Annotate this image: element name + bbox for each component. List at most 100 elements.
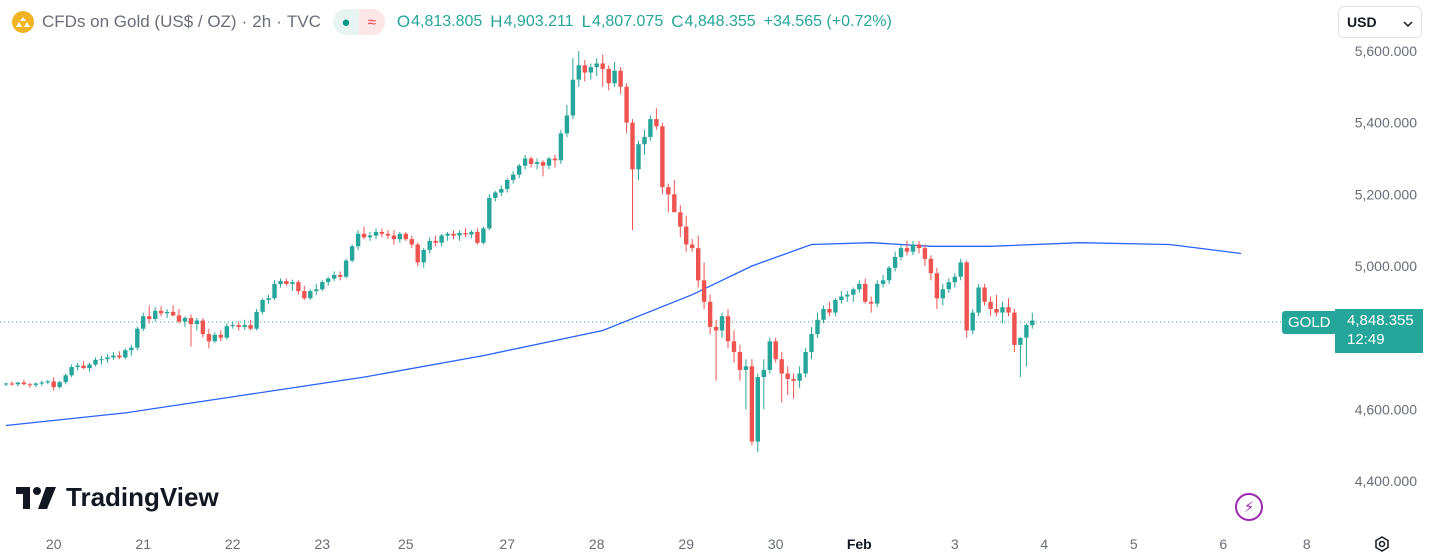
- candle-body: [206, 334, 212, 342]
- candle: [791, 373, 796, 399]
- candle-body: [45, 381, 50, 383]
- candle: [857, 280, 862, 293]
- tradingview-logo[interactable]: TradingView: [16, 482, 219, 513]
- x-tick-label: 29: [678, 536, 694, 552]
- candle: [797, 366, 802, 388]
- market-status-pill[interactable]: ● ≈: [332, 9, 385, 35]
- candle: [224, 323, 229, 340]
- candle-body: [284, 281, 289, 284]
- interval-label[interactable]: 2h: [252, 12, 272, 31]
- x-tick-label: 6: [1219, 536, 1227, 552]
- candle: [785, 366, 790, 395]
- candle: [892, 251, 898, 272]
- candle: [1012, 309, 1017, 352]
- candle-body: [266, 298, 271, 301]
- candle: [117, 351, 122, 360]
- candle-body: [934, 273, 940, 299]
- flash-icon[interactable]: ⚡: [1235, 493, 1263, 521]
- candle: [302, 285, 307, 300]
- candle-body: [499, 189, 504, 193]
- candle: [427, 237, 432, 254]
- candle: [636, 140, 641, 180]
- candle-body: [803, 352, 808, 374]
- candle: [600, 54, 605, 87]
- candle: [928, 255, 934, 281]
- candle: [332, 271, 337, 282]
- candle-body: [809, 334, 814, 352]
- candle: [511, 171, 516, 184]
- candle: [81, 361, 86, 370]
- candle-body: [570, 79, 576, 116]
- candle-body: [260, 300, 265, 312]
- candle: [278, 278, 283, 288]
- candle: [731, 330, 737, 363]
- candle-body: [487, 197, 492, 229]
- candle-body: [212, 334, 217, 342]
- candle-body: [636, 144, 641, 170]
- candle-body: [141, 316, 146, 329]
- candle-body: [952, 276, 957, 283]
- candle: [164, 309, 170, 318]
- candle-body: [719, 316, 725, 331]
- candle: [863, 278, 868, 304]
- candle-body: [27, 384, 33, 386]
- symbol-price-label: GOLD: [1282, 311, 1337, 334]
- candle: [606, 65, 611, 91]
- candle: [845, 291, 850, 302]
- candle: [51, 377, 56, 391]
- candle: [582, 60, 587, 82]
- candle: [612, 61, 617, 87]
- candle: [666, 183, 671, 213]
- candle: [821, 305, 826, 324]
- candle: [767, 337, 772, 374]
- candle-body: [922, 248, 928, 259]
- candle: [546, 156, 552, 170]
- candle-body: [558, 133, 564, 161]
- candle-body: [302, 291, 307, 299]
- candle-body: [982, 287, 987, 302]
- candle: [349, 244, 355, 263]
- candle: [248, 319, 253, 331]
- candle: [1024, 323, 1029, 367]
- candle-body: [326, 278, 331, 283]
- candle: [910, 240, 916, 256]
- candle: [522, 154, 528, 170]
- candle: [296, 280, 301, 295]
- gold-bars-icon: [12, 11, 34, 33]
- candle: [779, 352, 784, 403]
- symbol-title[interactable]: CFDs on Gold (US$ / OZ): [42, 12, 237, 31]
- candle-body: [463, 233, 468, 235]
- candle-body: [451, 233, 456, 236]
- candle-body: [475, 232, 480, 243]
- candle-body: [522, 158, 528, 166]
- candle: [409, 235, 414, 249]
- candle: [737, 344, 743, 381]
- currency-label: USD: [1347, 14, 1377, 30]
- candle-body: [916, 244, 922, 249]
- candle-body: [99, 359, 104, 361]
- settings-icon[interactable]: [1371, 533, 1393, 555]
- candle-body: [176, 315, 182, 322]
- candle: [338, 271, 343, 281]
- candle-body: [194, 320, 200, 325]
- candle-body: [343, 260, 349, 277]
- candle: [713, 319, 719, 381]
- candle-body: [21, 382, 27, 385]
- candle-body: [105, 357, 110, 360]
- candle: [678, 205, 683, 238]
- source-label[interactable]: TVC: [286, 12, 321, 31]
- candle-body: [672, 194, 677, 213]
- candle-body: [546, 158, 552, 166]
- x-tick-label: Feb: [847, 536, 872, 552]
- candle-body: [588, 67, 593, 73]
- candle-body: [624, 86, 629, 123]
- candle-body: [928, 258, 934, 274]
- candle-body: [528, 158, 534, 164]
- candle-body: [308, 291, 313, 299]
- currency-select[interactable]: USD: [1338, 6, 1422, 38]
- candle: [988, 296, 993, 317]
- candle-body: [684, 226, 689, 245]
- x-tick-label: 22: [225, 536, 241, 552]
- candle-body: [648, 119, 653, 137]
